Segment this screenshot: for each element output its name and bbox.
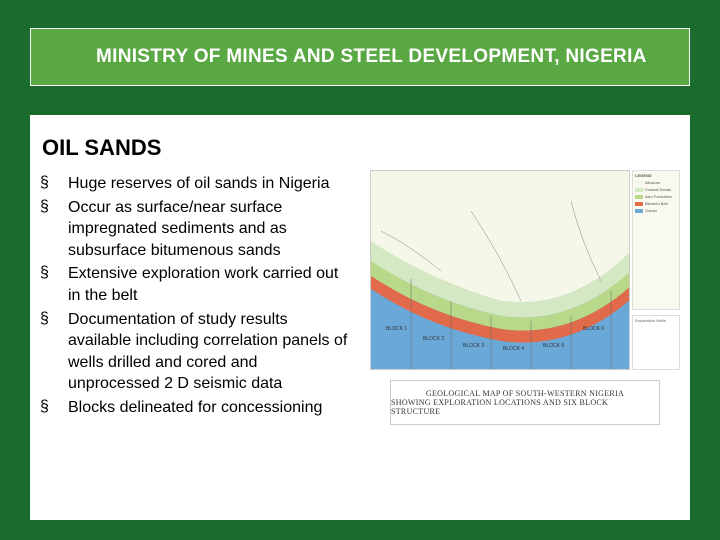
map-block-label: BLOCK 5	[543, 343, 564, 349]
bullet-marker: §	[40, 309, 68, 328]
legend-item: Coastal Sands	[635, 187, 677, 192]
bullet-list: § Huge reserves of oil sands in Nigeria …	[40, 173, 350, 421]
bullet-text: Blocks delineated for concessioning	[68, 397, 322, 419]
bullet-text: Extensive exploration work carried out i…	[68, 263, 350, 306]
legend-swatch-icon	[635, 181, 643, 185]
list-item: § Huge reserves of oil sands in Nigeria	[40, 173, 350, 195]
list-item: § Blocks delineated for concessioning	[40, 397, 350, 419]
map-caption: GEOLOGICAL MAP OF SOUTH-WESTERN NIGERIA …	[390, 380, 660, 425]
title-bar: MINISTRY OF MINES AND STEEL DEVELOPMENT,…	[30, 28, 690, 86]
sidebox-text: Exploration Wells	[635, 318, 677, 323]
legend-swatch-icon	[635, 195, 643, 199]
legend-label: Ocean	[645, 208, 657, 213]
legend-swatch-icon	[635, 188, 643, 192]
header-title: MINISTRY OF MINES AND STEEL DEVELOPMENT,…	[96, 46, 647, 68]
bullet-text: Huge reserves of oil sands in Nigeria	[68, 173, 329, 195]
map-block-label: BLOCK 1	[386, 326, 407, 332]
legend-item: Ilaro Formation	[635, 194, 677, 199]
list-item: § Documentation of study results availab…	[40, 309, 350, 395]
slide: MINISTRY OF MINES AND STEEL DEVELOPMENT,…	[0, 0, 720, 540]
legend-item: Bitumen Belt	[635, 201, 677, 206]
bullet-marker: §	[40, 197, 68, 216]
map-block-label: BLOCK 4	[503, 346, 524, 352]
bullet-text: Occur as surface/near surface impregnate…	[68, 197, 350, 262]
legend-item: Alluvium	[635, 180, 677, 185]
legend-swatch-icon	[635, 209, 643, 213]
list-item: § Occur as surface/near surface impregna…	[40, 197, 350, 262]
legend-title: LEGEND	[635, 173, 677, 178]
bullet-marker: §	[40, 173, 68, 192]
legend-item: Ocean	[635, 208, 677, 213]
map-block-label: BLOCK 3	[463, 343, 484, 349]
map-block-label: BLOCK 6	[583, 326, 604, 332]
map-caption-line2: SHOWING EXPLORATION LOCATIONS AND SIX BL…	[391, 398, 659, 416]
legend-label: Coastal Sands	[645, 187, 671, 192]
section-title: OIL SANDS	[42, 135, 161, 161]
map-block-label: BLOCK 2	[423, 336, 444, 342]
legend-label: Bitumen Belt	[645, 201, 668, 206]
map-overlay-icon	[371, 171, 630, 370]
map-legend: LEGEND Alluvium Coastal Sands Ilaro Form…	[632, 170, 680, 310]
legend-swatch-icon	[635, 202, 643, 206]
content-panel: OIL SANDS § Huge reserves of oil sands i…	[30, 115, 690, 520]
map-caption-line1: GEOLOGICAL MAP OF SOUTH-WESTERN NIGERIA	[426, 389, 624, 398]
legend-label: Ilaro Formation	[645, 194, 672, 199]
list-item: § Extensive exploration work carried out…	[40, 263, 350, 306]
map-figure: BLOCK 1 BLOCK 2 BLOCK 3 BLOCK 4 BLOCK 5 …	[370, 170, 680, 450]
geological-map: BLOCK 1 BLOCK 2 BLOCK 3 BLOCK 4 BLOCK 5 …	[370, 170, 630, 370]
legend-label: Alluvium	[645, 180, 660, 185]
bullet-text: Documentation of study results available…	[68, 309, 350, 395]
bullet-marker: §	[40, 397, 68, 416]
map-sidebox: Exploration Wells	[632, 315, 680, 370]
bullet-marker: §	[40, 263, 68, 282]
